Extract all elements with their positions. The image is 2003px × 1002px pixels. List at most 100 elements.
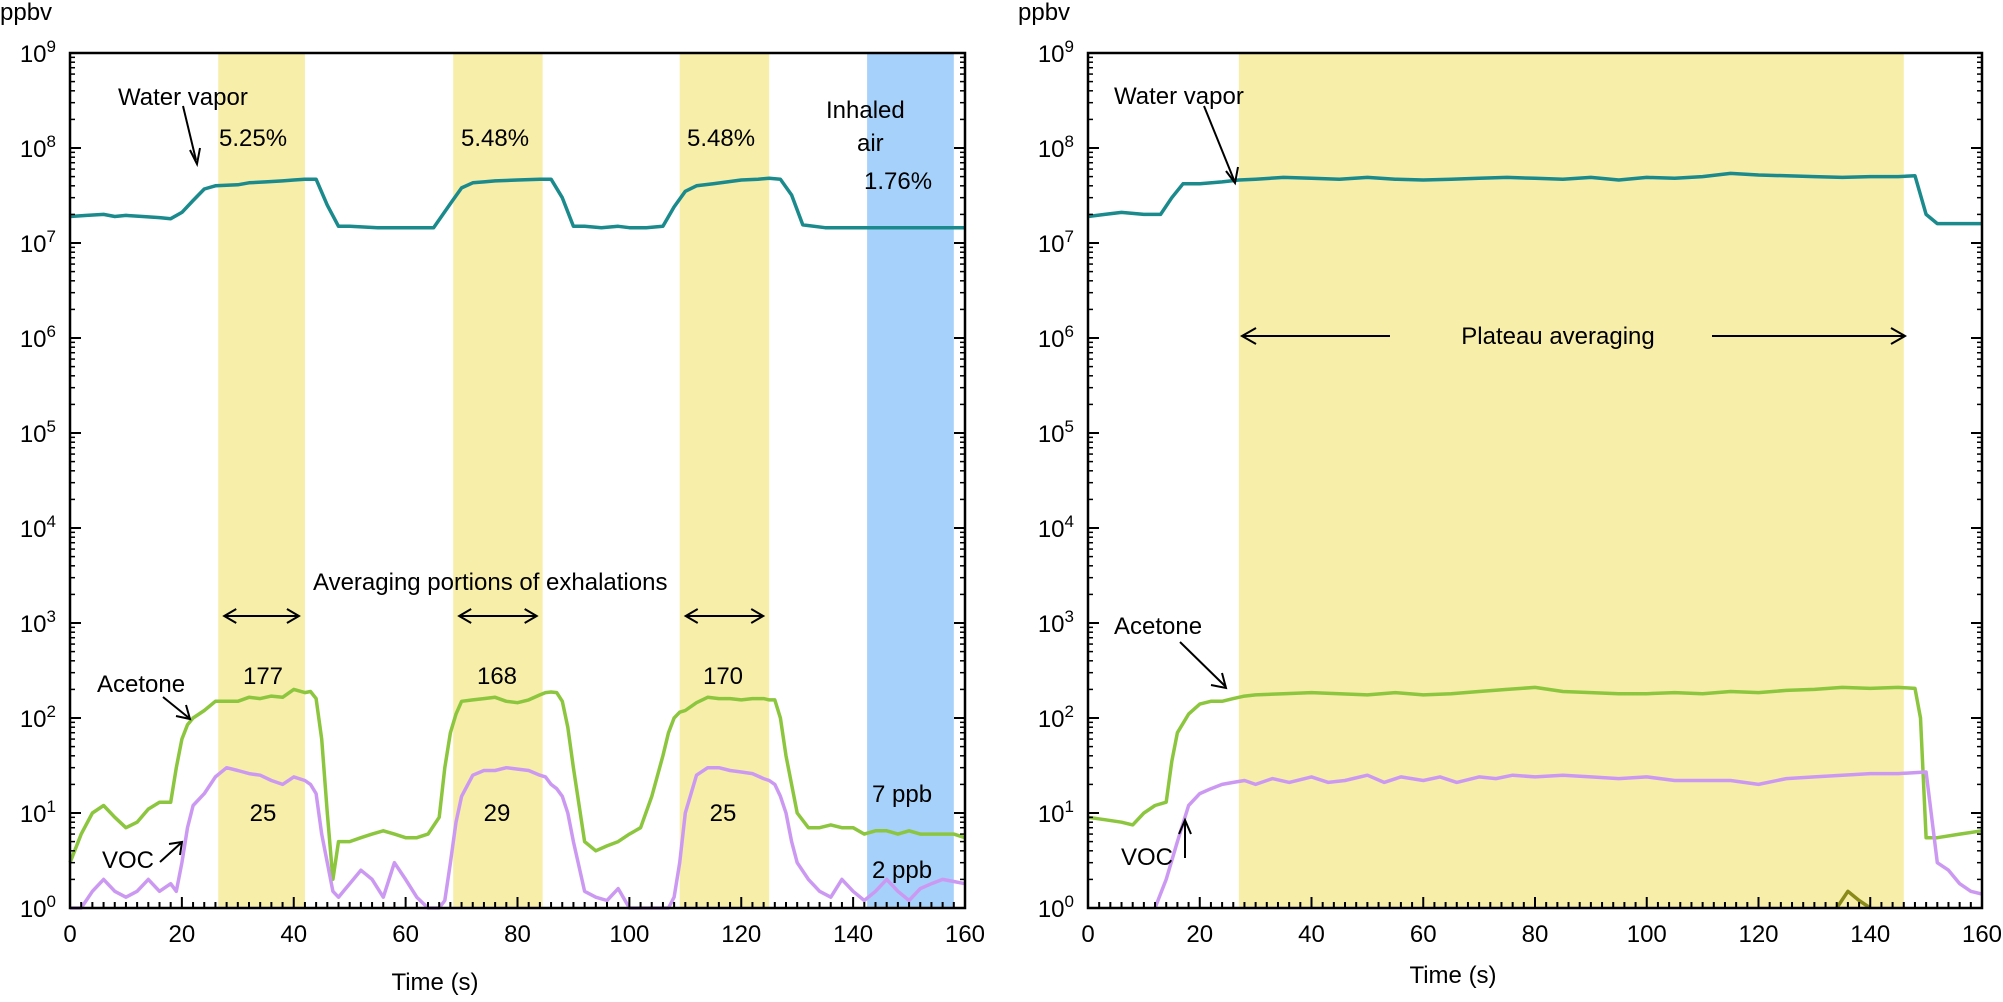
inhaled-air-label-1: Inhaled [826,97,905,124]
y-tick-label: 104 [20,512,56,543]
pct-label-4: 1.76% [864,168,932,195]
arrowhead-left [683,608,699,624]
water-vapor-arrowhead [189,147,201,168]
y-tick-label: 103 [1038,607,1074,638]
x-tick-label: 0 [1081,921,1094,948]
y-tick-label: 108 [20,132,56,163]
x-tick-label: 140 [833,921,873,948]
arrowhead-left [222,608,237,624]
acetone-arrowhead [1210,672,1228,690]
averaging-arrow-2 [457,608,539,624]
x-tick-label: 60 [1410,921,1437,948]
acetone-label: Acetone [97,671,185,698]
y-tick-label: 100 [20,892,56,923]
voc-label: VOC [102,847,154,874]
voc-line [70,765,966,910]
shaded-bands [218,53,954,908]
arrowhead-right [750,608,766,624]
acetone-label: Acetone [1114,613,1202,640]
water-vapor-label: Water vapor [1114,83,1244,110]
y-tick-label: 102 [1038,702,1074,733]
tick-labels: 0 20 40 60 80 100 120 140 160 100 101 102 103 104 105 1… [1038,37,2002,948]
voc-line [1153,770,1983,909]
acetone-value-3: 170 [703,663,743,690]
y-tick-label: 108 [1038,132,1074,163]
plateau-label: Plateau averaging [1461,323,1654,350]
y-unit-label: ppbv [0,0,52,26]
inhaled-air-label-2: air [857,130,884,157]
axis-ticks [69,52,966,909]
water-vapor-arrow [182,105,197,161]
series-lines [68,176,966,910]
voc-arrowhead [168,840,184,856]
y-tick-label: 104 [1038,512,1074,543]
y-tick-label: 107 [20,227,56,258]
inhaled-voc-label: 2 ppb [872,857,932,884]
shaded-bands [1238,53,1904,908]
shaded-band-3 [679,53,770,908]
minor-line [1835,889,1872,910]
x-tick-label: 20 [169,921,196,948]
y-tick-label: 100 [1038,892,1074,923]
x-tick-label: 80 [1522,921,1549,948]
acetone-line [1087,685,1983,840]
water-vapor-arrowhead [1225,166,1239,186]
water-line [69,176,965,230]
voc-value-3: 25 [710,800,737,827]
x-tick-label: 80 [504,921,531,948]
acetone-arrowhead [175,704,192,721]
averaging-arrow-1 [222,608,301,624]
inhaled-acetone-label: 7 ppb [872,781,932,808]
water-vapor-arrow [1203,105,1235,181]
voc-value-1: 25 [250,800,277,827]
averaging-arrow-3 [683,608,766,624]
voc-arrowhead [1178,817,1192,835]
x-axis-title: Time (s) [391,969,478,996]
y-tick-label: 106 [20,322,56,353]
x-tick-label: 100 [609,921,649,948]
shaded-band-2 [453,53,543,908]
pct-label-2: 5.48% [461,125,529,152]
pct-label-1: 5.25% [219,125,287,152]
y-tick-label: 101 [1038,797,1074,828]
tick-labels: 0 20 40 60 80 100 120 140 160 100 101 102 103 104 105 1… [20,37,985,948]
acetone-line [68,687,966,882]
y-tick-label: 103 [20,607,56,638]
voc-label: VOC [1121,844,1173,871]
y-tick-label: 101 [20,797,56,828]
panel-right: 0 20 40 60 80 100 120 140 160 100 101 102 103 104 105 1… [1018,0,2002,989]
arrowhead-right [286,608,301,624]
y-tick-label: 102 [20,702,56,733]
x-tick-label: 140 [1850,921,1890,948]
x-tick-label: 40 [1298,921,1325,948]
voc-arrow [159,842,182,863]
shaded-band-1 [1238,53,1904,908]
acetone-arrow [162,696,190,719]
x-tick-label: 160 [945,921,985,948]
y-tick-label: 109 [20,37,56,68]
x-tick-label: 0 [63,921,76,948]
x-axis-title: Time (s) [1409,962,1496,989]
y-tick-label: 107 [1038,227,1074,258]
acetone-arrow [1179,641,1226,687]
x-tick-label: 100 [1627,921,1667,948]
x-tick-label: 120 [1738,921,1778,948]
y-unit-label: ppbv [1018,0,1070,26]
panel-left: 0 20 40 60 80 100 120 140 160 100 101 102 103 104 105 1… [0,0,985,996]
acetone-value-2: 168 [477,663,517,690]
x-tick-label: 20 [1186,921,1213,948]
x-tick-label: 160 [1962,921,2002,948]
x-tick-label: 120 [721,921,761,948]
y-tick-label: 106 [1038,322,1074,353]
y-tick-label: 109 [1038,37,1074,68]
voc-value-2: 29 [484,800,511,827]
averaging-arrows [222,608,766,624]
arrowhead-right [524,608,539,624]
x-tick-label: 60 [392,921,419,948]
plateau-arrow-right [1712,327,1908,345]
shaded-band-4 [867,53,954,908]
y-tick-label: 105 [1038,417,1074,448]
y-tick-label: 105 [20,417,56,448]
